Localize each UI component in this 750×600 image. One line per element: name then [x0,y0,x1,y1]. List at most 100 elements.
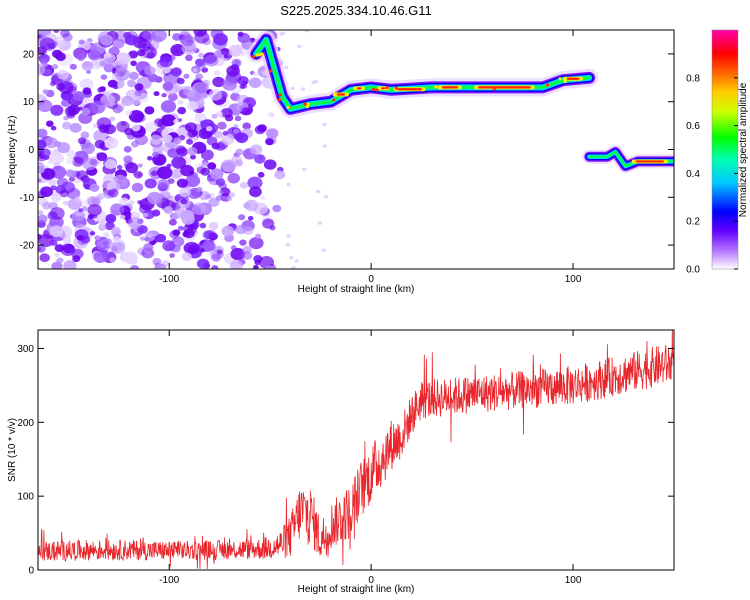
noise-blob [103,232,110,238]
y-tick-label: -10 [20,193,35,204]
snr-y-label: SNR (10 * v/v) [7,418,18,482]
noise-blob [116,244,122,250]
noise-blob [134,83,144,91]
noise-blob [191,136,198,142]
noise-blob [224,114,234,122]
noise-blob [220,133,235,146]
noise-blob [167,195,173,200]
noise-blob [48,159,53,164]
noise-blob [297,44,302,49]
signal-speck [305,105,310,109]
x-tick-label: 0 [368,575,374,586]
noise-blob [289,255,294,260]
noise-blob [159,56,173,68]
noise-blob [42,202,52,210]
noise-blob [235,148,244,156]
noise-blob [195,162,202,168]
signal-speck [306,102,310,106]
signal-speck [563,79,567,84]
x-tick-label: -100 [159,274,179,285]
noise-blob [162,134,173,143]
noise-blob [57,69,69,80]
noise-blob [131,140,139,148]
noise-blob [98,221,106,227]
noise-blob [107,188,119,198]
noise-blob [183,85,196,97]
noise-blob [146,51,155,59]
noise-blob [155,233,167,243]
noise-blob [38,246,42,252]
noise-blob [137,49,146,57]
noise-blob [90,100,106,114]
noise-blob [43,154,50,160]
signal-speck [372,87,376,91]
colorbar-tick-label: 0.2 [686,217,700,228]
noise-blob [80,131,90,139]
noise-blob [152,145,164,154]
noise-blob [123,146,132,153]
noise-blob [186,138,194,145]
noise-blob [239,239,247,246]
noise-blob [69,248,76,254]
colorbar: 0.0 0.2 0.4 0.6 0.8 Normalized spectral ampl… [686,29,749,276]
noise-blob [49,207,65,220]
noise-blob [208,89,223,101]
noise-blob [176,77,185,85]
noise-blob [234,60,240,65]
noise-blob [148,73,159,83]
y-tick-label: 10 [23,97,35,108]
noise-blob [291,265,296,269]
noise-blob [248,237,264,250]
noise-blob [323,195,329,199]
noise-blob [102,178,117,190]
noise-blob [167,178,175,184]
noise-blob [144,236,151,242]
noise-blob [242,80,248,86]
noise-blob [177,225,184,231]
noise-blob [79,78,94,90]
noise-blob [110,203,125,216]
noise-blob [211,253,221,262]
chart-title: S225.2025.334.10.46.G11 [280,3,432,18]
noise-blob [105,213,117,224]
noise-blob [134,90,142,97]
noise-blob [81,107,91,116]
noise-blob [213,33,228,46]
noise-blob [129,71,139,80]
noise-blob [55,52,66,61]
noise-blob [173,119,179,124]
x-tick-label: -100 [159,575,179,586]
snr-plot-area [38,330,674,570]
noise-blob [170,67,182,77]
noise-blob [249,144,263,155]
y-tick-label: 0 [28,145,34,156]
noise-blob [207,162,217,170]
noise-blob [254,259,261,266]
noise-blob [50,239,58,246]
noise-blob [233,128,240,134]
colorbar-tick-label: 0.8 [686,73,700,84]
noise-blob [94,139,106,149]
signal-speck [558,77,562,81]
snr-frame [37,329,675,571]
noise-blob [81,206,88,212]
noise-blob [201,149,214,161]
noise-blob [170,168,183,179]
noise-blob [112,236,121,244]
noise-blob [162,81,174,91]
noise-blob [116,121,130,133]
signal-speck [269,69,273,73]
noise-blob [72,91,85,102]
signal-speck [434,85,438,89]
noise-blob [144,106,155,115]
noise-blob [77,54,85,62]
noise-blob [76,170,88,181]
colorbar-ticks: 0.0 0.2 0.4 0.6 0.8 [686,73,738,276]
noise-blob [260,195,266,201]
signal-speck [303,102,307,106]
noise-blob [38,214,48,224]
noise-blob [191,202,207,215]
noise-blob [143,243,154,252]
noise-blob [123,155,133,164]
noise-blob [121,95,134,107]
